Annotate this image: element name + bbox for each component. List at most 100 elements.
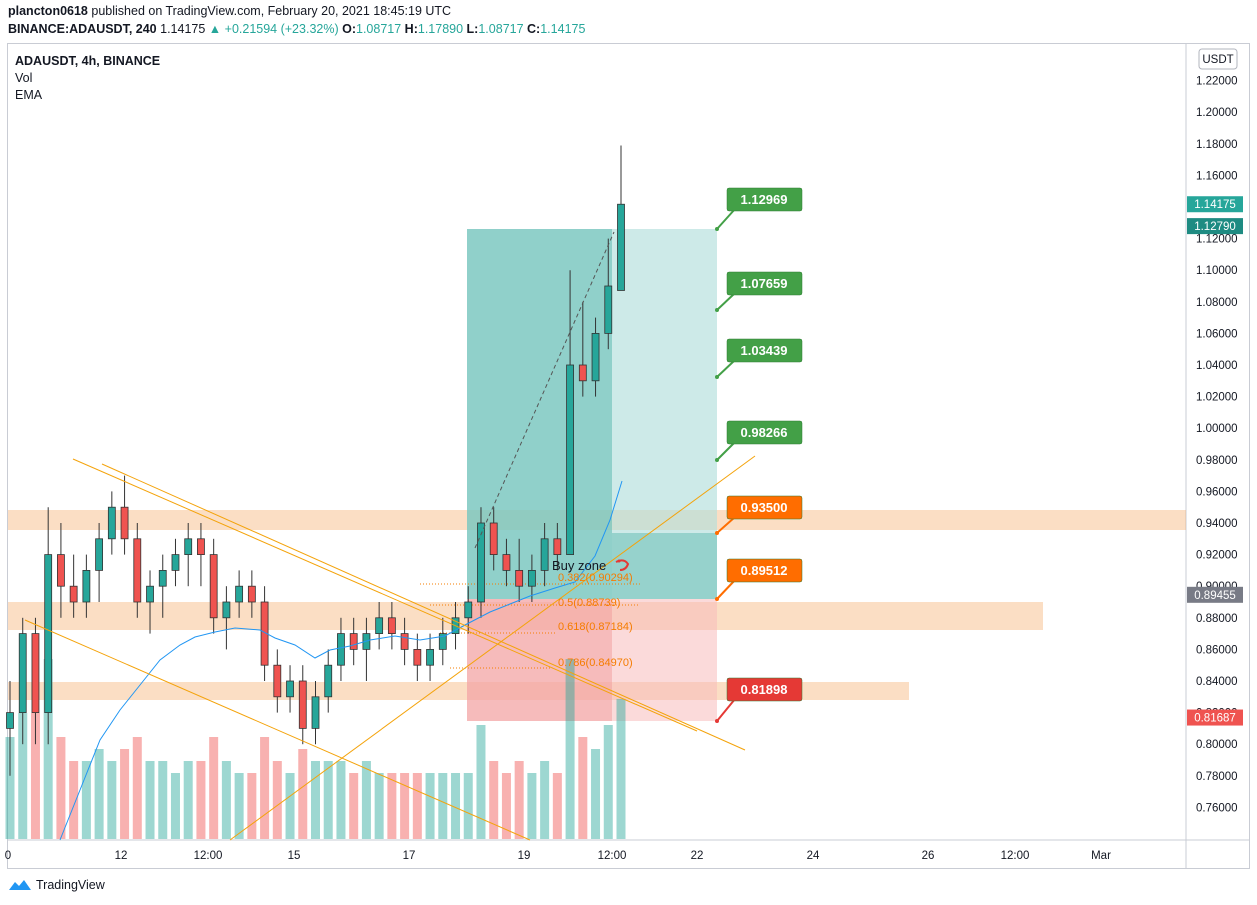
candle[interactable] xyxy=(540,523,549,587)
symbol-summary: BINANCE:ADAUSDT, 240 1.14175 ▲ +0.21594 … xyxy=(8,22,586,36)
volume-bar xyxy=(514,761,524,839)
time-tick-label: 12:00 xyxy=(1001,850,1030,862)
price-tick-label: 0.76000 xyxy=(1196,802,1238,814)
price-tick-label: 1.20000 xyxy=(1196,107,1238,119)
candle[interactable] xyxy=(298,665,307,745)
fib-label: 0.382(0.90294) xyxy=(558,572,633,584)
legend-vol[interactable]: Vol xyxy=(15,71,33,85)
candle[interactable] xyxy=(197,523,205,587)
candle[interactable] xyxy=(553,523,562,571)
target-label[interactable]: 0.98266 xyxy=(715,420,803,462)
candle[interactable] xyxy=(209,538,218,634)
candle[interactable] xyxy=(489,507,498,571)
trendline-2[interactable] xyxy=(101,463,746,751)
volume-bar xyxy=(527,773,537,839)
candle[interactable] xyxy=(464,586,473,634)
target-label[interactable]: 1.03439 xyxy=(715,338,803,379)
candle[interactable] xyxy=(324,649,333,713)
high-value: 1.17890 xyxy=(417,22,464,36)
candle[interactable] xyxy=(222,586,231,650)
volume-bar xyxy=(412,773,422,839)
price-tick-label: 0.80000 xyxy=(1196,739,1238,751)
target-label[interactable]: 0.81898 xyxy=(715,677,803,723)
candle[interactable] xyxy=(527,554,536,602)
candle[interactable] xyxy=(400,617,409,666)
candle[interactable] xyxy=(591,317,600,397)
price-tick-label: 0.88000 xyxy=(1196,613,1238,625)
legend-ema[interactable]: EMA xyxy=(15,88,43,102)
candle[interactable] xyxy=(617,145,625,291)
fib-label: 0.5(0.88739) xyxy=(558,597,620,609)
volume-bar xyxy=(552,773,562,839)
candle[interactable] xyxy=(171,538,180,587)
candle[interactable] xyxy=(247,570,256,618)
price-tick-label: 0.84000 xyxy=(1196,676,1238,688)
candle[interactable] xyxy=(235,570,244,618)
candle[interactable] xyxy=(273,649,282,713)
chart-frame xyxy=(7,43,1250,869)
volume-bar xyxy=(400,773,410,839)
candle[interactable] xyxy=(18,617,27,745)
candle[interactable] xyxy=(133,523,142,618)
volume-bar xyxy=(196,761,206,839)
candle[interactable] xyxy=(69,554,78,618)
trendline-1[interactable] xyxy=(72,458,698,732)
publisher-name[interactable]: plancton0618 xyxy=(8,4,88,18)
candle[interactable] xyxy=(387,602,396,650)
volume-bar xyxy=(616,698,626,839)
candle[interactable] xyxy=(158,554,167,618)
target-label[interactable]: 0.93500 xyxy=(715,495,803,535)
loss-zone-filled xyxy=(467,599,612,721)
candle[interactable] xyxy=(57,523,65,618)
svg-text:0.93500: 0.93500 xyxy=(741,500,788,515)
volume-bar xyxy=(349,773,359,839)
symbol-line[interactable]: BINANCE:ADAUSDT, 240 xyxy=(8,22,157,36)
candle[interactable] xyxy=(311,681,320,745)
candle[interactable] xyxy=(260,586,269,681)
candle[interactable] xyxy=(6,681,14,776)
currency-button[interactable]: USDT xyxy=(1198,48,1238,70)
price-tick-label: 0.94000 xyxy=(1196,518,1238,530)
legend-title[interactable]: ADAUSDT, 4h, BINANCE xyxy=(15,54,161,68)
trendline-3[interactable] xyxy=(24,619,531,841)
candle[interactable] xyxy=(566,270,574,556)
candle[interactable] xyxy=(184,523,193,587)
candle[interactable] xyxy=(286,665,294,713)
ema-line[interactable] xyxy=(59,480,623,841)
candle[interactable] xyxy=(349,617,358,666)
candle[interactable] xyxy=(95,523,104,602)
candle[interactable] xyxy=(146,570,154,634)
candle[interactable] xyxy=(107,491,116,555)
tradingview-brand[interactable]: TradingView xyxy=(8,878,105,892)
candle[interactable] xyxy=(438,617,447,666)
candle[interactable] xyxy=(82,554,91,618)
target-label[interactable]: 0.89512 xyxy=(715,558,803,601)
target-label[interactable]: 1.07659 xyxy=(715,271,803,312)
target-label[interactable]: 1.12969 xyxy=(715,187,803,231)
candle[interactable] xyxy=(515,538,524,602)
candle[interactable] xyxy=(31,617,40,745)
volume-bar xyxy=(30,713,40,839)
candle[interactable] xyxy=(604,238,613,350)
volume-bar xyxy=(272,761,282,839)
candle[interactable] xyxy=(502,538,511,587)
candle[interactable] xyxy=(120,475,129,555)
volume-bar xyxy=(463,773,473,839)
volume-bar xyxy=(285,773,295,839)
trendline-4[interactable] xyxy=(229,455,756,841)
candle[interactable] xyxy=(375,602,384,650)
svg-text:USDT: USDT xyxy=(1202,54,1233,66)
candle[interactable] xyxy=(413,633,422,681)
candle[interactable] xyxy=(44,507,53,745)
volume-bar xyxy=(234,773,244,839)
price-tick-label: 1.04000 xyxy=(1196,360,1238,372)
candle[interactable] xyxy=(477,507,485,618)
profit-zone-filled xyxy=(467,229,612,599)
time-tick-label: 0 xyxy=(5,850,11,862)
candle[interactable] xyxy=(337,617,345,681)
time-tick-label: 17 xyxy=(403,850,416,862)
svg-text:1.03439: 1.03439 xyxy=(741,343,788,358)
candle[interactable] xyxy=(578,301,587,397)
candle[interactable] xyxy=(426,633,434,681)
